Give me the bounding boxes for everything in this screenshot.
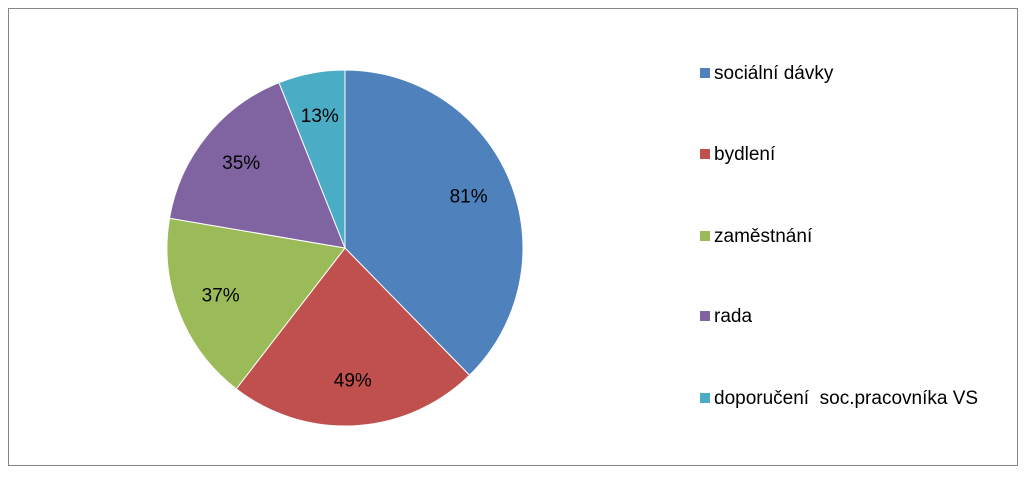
legend-swatch [700, 311, 710, 321]
legend-swatch [700, 149, 710, 159]
legend-item: bydlení [700, 143, 1019, 167]
legend-label: zaměstnání [714, 226, 813, 247]
data-label: 37% [202, 286, 240, 307]
pie-slice [168, 82, 346, 249]
legend-swatch [700, 68, 710, 78]
legend-label: sociální dávky [714, 63, 834, 84]
data-label: 35% [222, 153, 260, 174]
legend-label: rada [714, 306, 753, 327]
legend-label: doporučení soc.pracovníka VS [714, 388, 979, 409]
data-label: 13% [301, 106, 339, 127]
pie-slice [344, 69, 524, 376]
legend-swatch [700, 393, 710, 403]
legend-item: doporučení soc.pracovníka VS [700, 387, 1019, 411]
legend-item: zaměstnání [700, 225, 1019, 249]
pie-slice [278, 69, 346, 249]
data-label: 81% [450, 187, 488, 208]
chart-frame [8, 8, 1018, 466]
pie-slice [235, 247, 471, 427]
data-label: 49% [334, 370, 372, 391]
legend-label: bydlení [714, 144, 776, 165]
legend-item: rada [700, 305, 1019, 329]
legend-item: sociální dávky [700, 62, 1019, 86]
pie-slice [166, 217, 346, 390]
legend-swatch [700, 231, 710, 241]
